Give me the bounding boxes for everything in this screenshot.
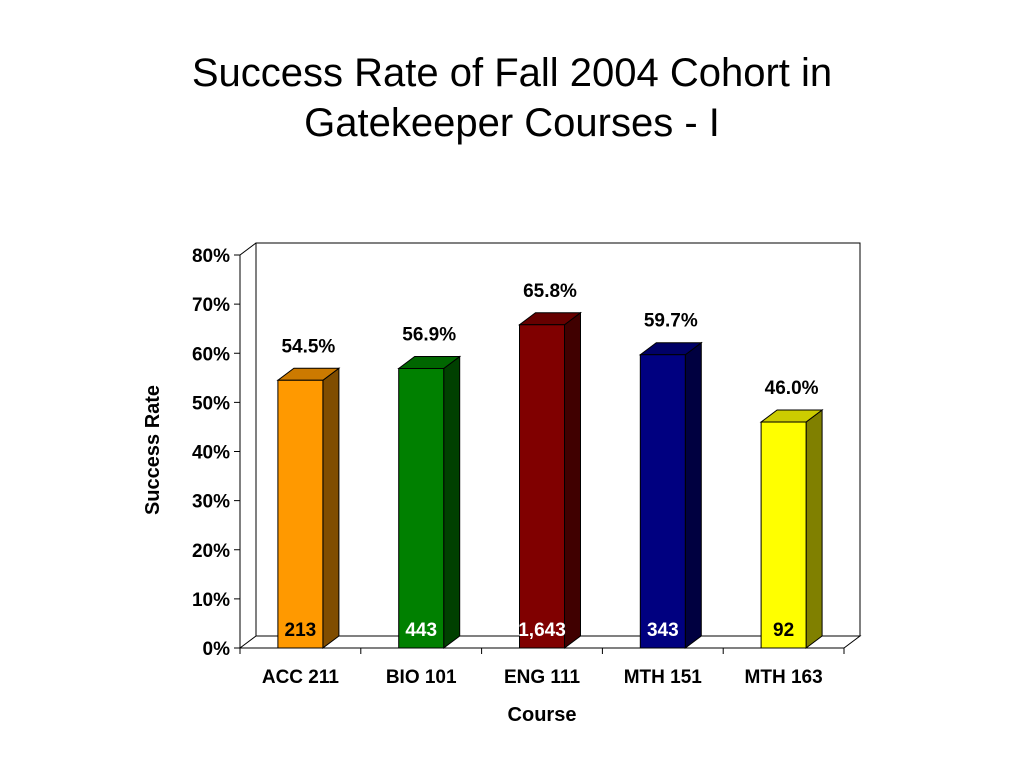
y-tick-label: 30% [192, 492, 230, 513]
bar-count-label: 443 [405, 620, 437, 641]
y-tick-label: 10% [192, 590, 230, 611]
bar-count-label: 1,643 [518, 620, 566, 641]
bar-side [564, 311, 581, 649]
slide-title-line-2: Gatekeeper Courses - I [304, 101, 720, 145]
bar-front [398, 367, 445, 649]
y-tick-label: 80% [192, 246, 230, 267]
bar: 54.5% 213 [276, 336, 341, 649]
y-axis-title: Success Rate [142, 385, 164, 515]
bar-series: 54.5% 213 56.9% 443 65.8% 1,643 59.7% 343 46.0% 9… [276, 281, 824, 649]
x-axis-title: Course [508, 704, 577, 726]
bar-value-label: 59.7% [644, 311, 698, 332]
y-tick-label: 60% [192, 344, 230, 365]
bar-front [639, 354, 686, 649]
bar-value-label: 56.9% [402, 324, 456, 345]
bar-side [322, 367, 340, 649]
y-tick-label: 0% [203, 639, 231, 660]
x-tick-label: MTH 151 [624, 667, 703, 688]
x-tick-label: ENG 111 [504, 667, 580, 688]
y-tick-label: 50% [192, 393, 230, 414]
bar-count-label: 343 [647, 620, 679, 641]
slide-title: Success Rate of Fall 2004 Cohort in Gate… [0, 48, 1024, 148]
bar-value-label: 54.5% [281, 336, 335, 357]
plot-side-wall-edge [239, 242, 257, 256]
bar-value-label: 65.8% [523, 281, 577, 302]
x-tick-label: BIO 101 [386, 667, 457, 688]
bar-front [277, 379, 324, 649]
bar-side [805, 409, 823, 649]
x-axis-ticks: ACC 211 BIO 101 ENG 111 MTH 151 MTH 163 [239, 648, 845, 688]
bar: 59.7% 343 [638, 311, 703, 649]
bar: 65.8% 1,643 [518, 281, 582, 649]
x-tick-label: ACC 211 [262, 667, 340, 688]
bar-front [760, 421, 807, 649]
bar-side [684, 341, 702, 649]
bar-count-label: 92 [773, 620, 794, 641]
y-tick-label: 40% [192, 443, 230, 464]
slide-title-line-1: Success Rate of Fall 2004 Cohort in [191, 51, 833, 95]
x-tick-label: MTH 163 [745, 667, 823, 688]
bar-value-label: 46.0% [765, 378, 819, 399]
bar-side [443, 355, 461, 649]
y-axis-ticks: 0% 10% 20% 30% 40% 50% 60% 70% 80% [192, 246, 240, 660]
bar-count-label: 213 [285, 620, 317, 641]
y-tick-label: 20% [192, 541, 230, 562]
y-tick-label: 70% [192, 295, 230, 316]
bar: 56.9% 443 [397, 324, 462, 649]
bar: 46.0% 92 [759, 378, 824, 649]
bar-front [519, 324, 565, 649]
